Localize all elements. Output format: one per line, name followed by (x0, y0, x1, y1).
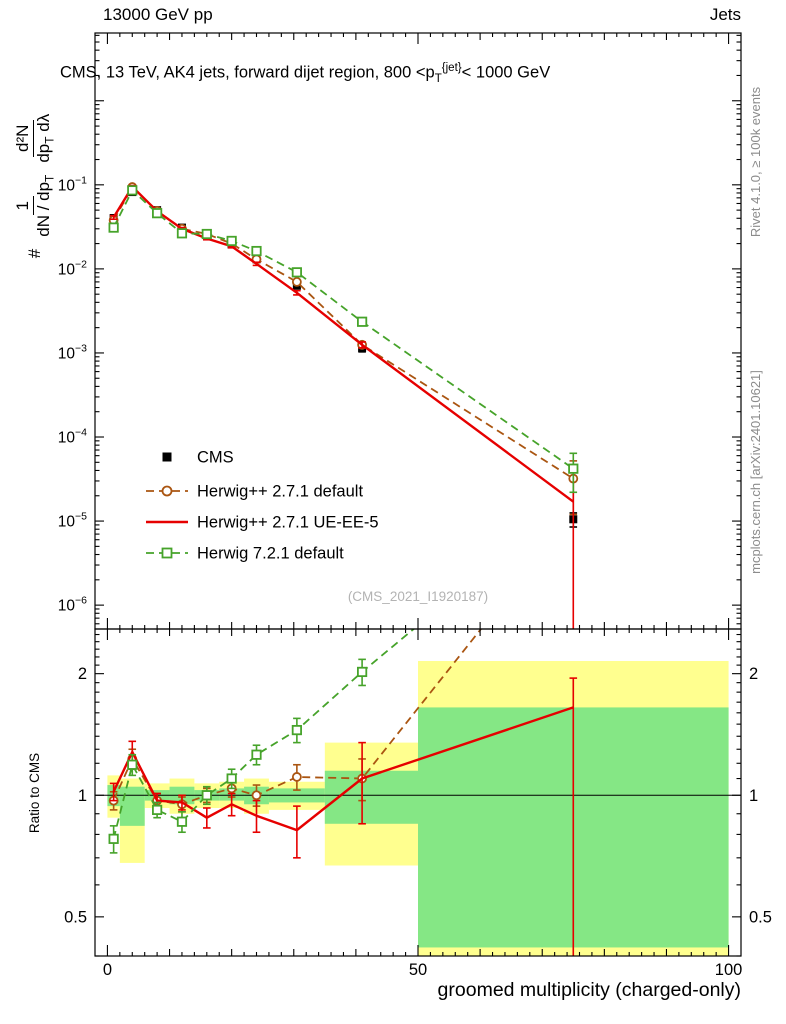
svg-text:Herwig 7.2.1 default: Herwig 7.2.1 default (197, 545, 344, 563)
legend-item-cms: CMS (162, 449, 234, 467)
svg-text:10−3: 10−3 (58, 342, 87, 362)
svg-text:10−2: 10−2 (58, 258, 87, 278)
legend-item-herwig-2-7-1-default: Herwig++ 2.7.1 default (146, 483, 363, 501)
svg-text:10−6: 10−6 (58, 595, 87, 615)
svg-text:10−5: 10−5 (58, 511, 87, 531)
legend-item-herwig-2-7-1-ue-ee-5: Herwig++ 2.7.1 UE-EE-5 (146, 514, 379, 532)
svg-text:2: 2 (749, 665, 758, 683)
plot-title: CMS, 13 TeV, AK4 jets, forward dijet reg… (60, 62, 551, 85)
mcplots-arxiv-label: mcplots.cern.ch [arXiv:2401.10621] (748, 370, 763, 574)
svg-text:0.5: 0.5 (749, 908, 772, 926)
ratio-y-axis-label: Ratio to CMS (27, 752, 42, 834)
x-axis-label: groomed multiplicity (charged-only) (437, 979, 741, 1001)
svg-text:Herwig++ 2.7.1 default: Herwig++ 2.7.1 default (197, 483, 363, 501)
svg-text:0.5: 0.5 (64, 908, 87, 926)
svg-text:100: 100 (715, 961, 743, 979)
svg-text:Herwig++ 2.7.1 UE-EE-5: Herwig++ 2.7.1 UE-EE-5 (197, 514, 379, 532)
axis-tick-labels: 10−1 10−2 10−3 10−4 10−5 10−6 0.5 0.5 1 1 2 2 0 50 100 (58, 174, 772, 979)
ratio-series-herwig-7-2-1-default (108, 629, 416, 854)
svg-text:2: 2 (78, 665, 87, 683)
svg-text:10−4: 10−4 (58, 427, 87, 447)
rivet-version-label: Rivet 4.1.0, ≥ 100k events (748, 86, 763, 238)
axis-ticks (95, 33, 741, 957)
svg-text:10−1: 10−1 (58, 174, 87, 194)
fraction-one-over-dndpt: 1 dN / dpT (13, 174, 57, 237)
hash-symbol: # (25, 248, 44, 259)
beam-energy-label: 13000 GeV pp (103, 5, 213, 24)
ratio-series-herwig-2-7-1-ue-ee-5 (109, 677, 578, 956)
series-cms (109, 188, 578, 528)
analysis-group-label: Jets (709, 5, 741, 24)
fraction-d2n: d²N dpT dλ (13, 113, 57, 163)
svg-text:50: 50 (409, 961, 427, 979)
svg-text:CMS: CMS (197, 449, 234, 467)
analysis-id-watermark: (CMS_2021_I1920187) (348, 589, 488, 604)
svg-text:1: 1 (749, 787, 758, 805)
main-y-axis-label: # 1 dN / dpT d²N dpT dλ (7, 31, 63, 341)
svg-text:1: 1 (78, 787, 87, 805)
legend: CMS Herwig++ 2.7.1 default Herwig++ 2.7.1 … (146, 449, 379, 563)
series-herwig-7-2-1-default (108, 185, 579, 494)
svg-text:0: 0 (103, 961, 112, 979)
ratio-band-stat (107, 707, 729, 948)
legend-item-herwig-7-2-1-default: Herwig 7.2.1 default (146, 545, 344, 563)
series-herwig-2-7-1-ue-ee-5 (109, 184, 578, 629)
